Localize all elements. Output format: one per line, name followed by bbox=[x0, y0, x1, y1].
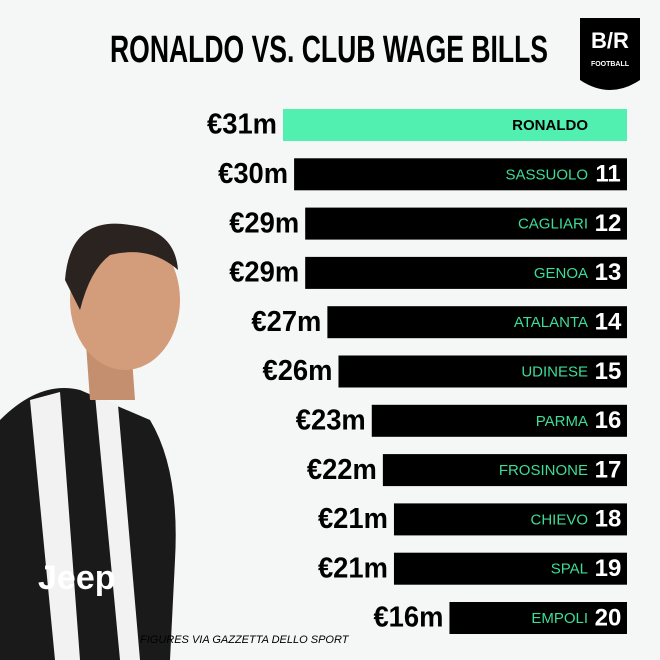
rank-label: 11 bbox=[595, 161, 620, 188]
value-label: €21m bbox=[318, 552, 388, 584]
value-label: €30m bbox=[218, 158, 288, 190]
logo: B/R FOOTBALL bbox=[580, 18, 640, 90]
rank-label: 15 bbox=[595, 358, 622, 385]
source-note: FIGURES VIA GAZZETTA DELLO SPORT bbox=[140, 634, 350, 646]
bar bbox=[382, 454, 627, 487]
rank-label: 16 bbox=[595, 407, 622, 434]
category-label: CHIEVO bbox=[530, 511, 588, 528]
value-label: €27m bbox=[251, 306, 321, 338]
rank-label: 19 bbox=[595, 555, 622, 582]
rank-label: 12 bbox=[595, 210, 622, 237]
category-label: SPAL bbox=[551, 561, 588, 578]
rank-label: 13 bbox=[595, 259, 622, 286]
chart-title: RONALDO VS. CLUB WAGE BILLS bbox=[110, 29, 548, 71]
rank-label: 20 bbox=[595, 604, 622, 631]
value-label: €16m bbox=[373, 602, 443, 634]
rank-label: 14 bbox=[595, 309, 622, 336]
value-label: €26m bbox=[262, 355, 332, 387]
logo-sub: FOOTBALL bbox=[591, 61, 630, 68]
bar bbox=[294, 158, 627, 191]
value-label: €21m bbox=[318, 503, 388, 535]
rank-label: 18 bbox=[595, 506, 622, 533]
bar bbox=[338, 355, 627, 388]
value-label: €22m bbox=[307, 454, 377, 486]
category-label: SASSUOLO bbox=[505, 166, 588, 183]
bar bbox=[371, 404, 627, 437]
bar bbox=[305, 256, 627, 289]
bar bbox=[283, 109, 627, 141]
category-label: UDINESE bbox=[521, 363, 588, 380]
category-label: EMPOLI bbox=[531, 610, 588, 627]
bar bbox=[305, 207, 627, 240]
category-label: PARMA bbox=[536, 413, 588, 430]
value-label: €31m bbox=[207, 109, 277, 141]
category-label: FROSINONE bbox=[499, 462, 588, 479]
category-label: RONALDO bbox=[512, 117, 588, 134]
photo: Jeep bbox=[0, 223, 180, 660]
category-label: CAGLIARI bbox=[518, 216, 588, 233]
shirt-sponsor: Jeep bbox=[38, 559, 116, 597]
value-label: €29m bbox=[229, 257, 299, 289]
hair bbox=[65, 223, 178, 310]
logo-shield bbox=[580, 18, 640, 90]
rank-label: 17 bbox=[595, 456, 622, 483]
category-label: GENOA bbox=[534, 265, 588, 282]
category-label: ATALANTA bbox=[514, 314, 588, 331]
shirt bbox=[0, 388, 176, 660]
bar bbox=[393, 552, 627, 585]
bar bbox=[449, 602, 627, 634]
bar bbox=[327, 306, 627, 339]
value-label: €29m bbox=[229, 207, 299, 239]
value-label: €23m bbox=[296, 404, 366, 436]
shirt-stripes bbox=[30, 392, 140, 660]
logo-mark: B/R bbox=[591, 28, 629, 53]
bar bbox=[393, 503, 627, 536]
